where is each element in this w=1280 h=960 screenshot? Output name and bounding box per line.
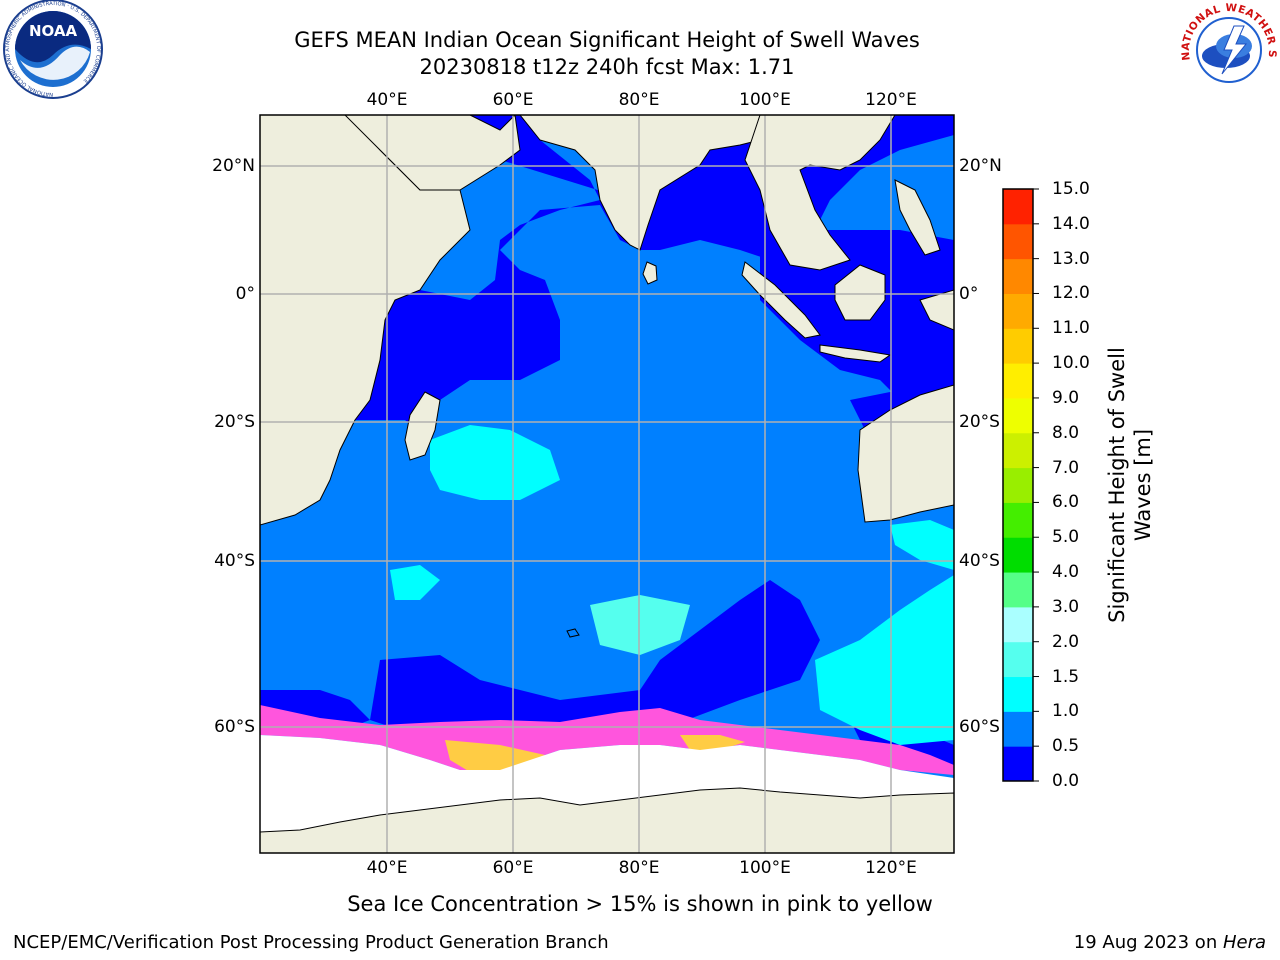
colorbar-tick-label: 6.0: [1052, 492, 1080, 513]
lon-tick-top: 100°E: [739, 90, 791, 110]
swell-low-arabian-sea: [355, 115, 640, 440]
colorbar-segment: [1003, 189, 1033, 225]
lon-tick-bottom: 80°E: [618, 858, 660, 878]
colorbar-segment: [1003, 293, 1033, 329]
colorbar-label: Significant Height of Swell Waves [m]: [1104, 335, 1156, 635]
colorbar-tick-label: 1.0: [1052, 701, 1080, 722]
lat-tick-right: 20°N: [959, 156, 1002, 176]
colorbar-tick-label: 9.0: [1052, 387, 1080, 408]
chart-title: GEFS MEAN Indian Ocean Significant Heigh…: [294, 28, 920, 52]
footer-date: 19 Aug 2023 on Hera: [1074, 932, 1266, 954]
colorbar-segment: [1003, 258, 1033, 294]
colorbar-label-line2: Waves [m]: [1131, 428, 1155, 542]
colorbar-tick-label: 4.0: [1052, 562, 1080, 583]
swell-mid-south-east: [815, 575, 954, 745]
colorbar-tick-label: 12.0: [1052, 283, 1090, 304]
land-java: [819, 344, 892, 363]
colorbar-tick-label: 2.0: [1052, 631, 1080, 652]
lon-tick-top: 40°E: [366, 90, 408, 110]
colorbar-segment: [1003, 397, 1033, 434]
lon-tick-bottom: 40°E: [366, 858, 408, 878]
swell-mid-southwest-patch: [390, 565, 440, 600]
colorbar-segment: [1003, 711, 1033, 747]
lat-tick-right: 0°: [959, 284, 979, 304]
land-borneo: [834, 264, 886, 321]
colorbar-tick-label: 3.0: [1052, 596, 1080, 617]
chart-subtitle: 20230818 t12z 240h fcst Max: 1.71: [419, 55, 795, 79]
colorbar-segment: [1003, 467, 1033, 503]
footer-date-text: 19 Aug 2023 on: [1073, 932, 1223, 953]
lat-tick-left: 0°: [235, 284, 255, 304]
land-australia: [857, 384, 954, 523]
colorbar-segment: [1003, 223, 1033, 260]
footer-branch: NCEP/EMC/Verification Post Processing Pr…: [13, 932, 609, 953]
lat-tick-left: 60°S: [214, 717, 255, 737]
colorbar-segment: [1003, 363, 1033, 399]
colorbar-frame: [1002, 188, 1034, 782]
lon-tick-bottom: 100°E: [739, 858, 791, 878]
lat-tick-left: 20°N: [212, 156, 255, 176]
colorbar-tick-label: 0.5: [1052, 736, 1080, 757]
colorbar-tick-label: 14.0: [1052, 213, 1090, 234]
colorbar-tick-label: 5.0: [1052, 527, 1080, 548]
lon-tick-top: 120°E: [865, 90, 917, 110]
colorbar-segment: [1003, 572, 1033, 608]
colorbar-tick-label: 13.0: [1052, 248, 1090, 269]
nws-logo: NATIONAL WEATHER SERVICE: [1176, 0, 1278, 98]
sea-ice-note: Sea Ice Concentration > 15% is shown in …: [347, 892, 933, 916]
lat-tick-left: 20°S: [214, 412, 255, 432]
colorbar-segment: [1003, 676, 1033, 712]
colorbar-tick-label: 0.0: [1052, 771, 1080, 791]
lon-tick-top: 60°E: [492, 90, 534, 110]
colorbar: [1002, 188, 1039, 782]
land-madagascar: [404, 391, 441, 461]
swell-mid-australia-south: [890, 520, 954, 570]
colorbar-segment: [1003, 537, 1033, 573]
colorbar-segment: [1003, 746, 1033, 782]
sea-ice-yellow-patch-2: [680, 735, 745, 750]
land-antarctica: [260, 787, 954, 853]
colorbar-tick-label: 15.0: [1052, 179, 1090, 199]
land-sri-lanka: [642, 261, 658, 285]
swell-mid-madagascar-east: [430, 425, 560, 500]
colorbar-tick-label: 10.0: [1052, 353, 1090, 374]
lon-tick-bottom: 60°E: [492, 858, 534, 878]
lon-tick-top: 80°E: [618, 90, 660, 110]
map-frame: [259, 114, 955, 854]
colorbar-segments: [1003, 189, 1033, 782]
land-philippines: [894, 179, 941, 256]
map-layers: [260, 115, 954, 853]
footer-host: Hera: [1222, 932, 1266, 953]
lat-tick-right: 40°S: [959, 551, 1000, 571]
land-kerguelen: [566, 628, 580, 638]
sea-ice-edge-band: [260, 705, 954, 775]
colorbar-segment: [1003, 328, 1033, 364]
map-gridlines: [260, 115, 954, 853]
colorbar-tick-label: 11.0: [1052, 318, 1090, 339]
swell-mid-south-central: [590, 595, 690, 655]
lat-tick-right: 20°S: [959, 412, 1000, 432]
lon-tick-bottom: 120°E: [865, 858, 917, 878]
noaa-logo-text: NOAA: [29, 22, 78, 40]
colorbar-segment: [1003, 641, 1033, 678]
land-sumatra: [741, 261, 821, 339]
colorbar-segment: [1003, 606, 1033, 643]
colorbar-tick-label: 1.5: [1052, 666, 1080, 687]
colorbar-tick-label: 7.0: [1052, 457, 1080, 478]
colorbar-segment: [1003, 432, 1033, 469]
noaa-logo: NOAA NATIONAL OCEANIC AND ATMOSPHERIC AD…: [3, 0, 103, 99]
land-arabia: [344, 115, 521, 191]
colorbar-segment: [1003, 502, 1033, 538]
lat-tick-left: 40°S: [214, 551, 255, 571]
colorbar-tick-label: 8.0: [1052, 422, 1080, 443]
colorbar-label-line1: Significant Height of Swell: [1105, 347, 1129, 623]
lat-tick-right: 60°S: [959, 717, 1000, 737]
swell-low-south-1: [370, 580, 820, 740]
